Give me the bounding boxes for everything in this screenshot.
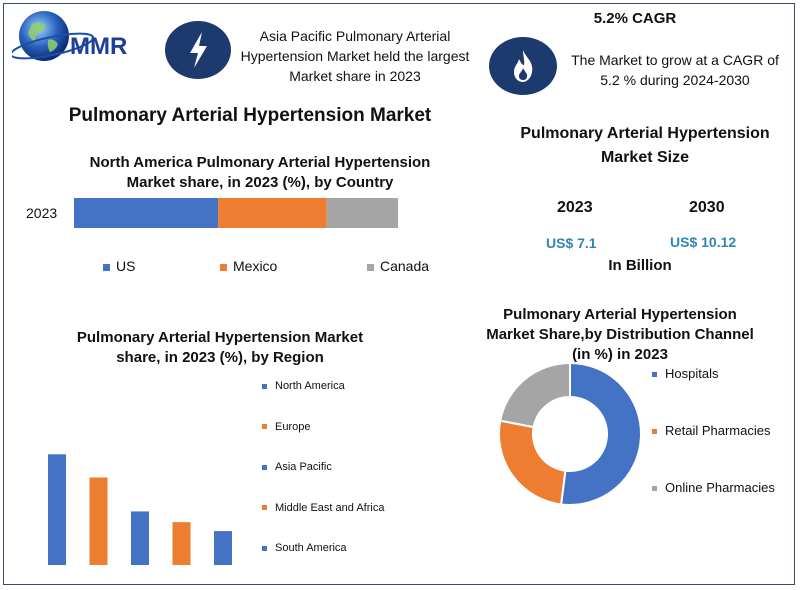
stack-category-label: 2023 [26,205,58,221]
donut-slice-hospitals [559,361,642,506]
legend-swatch [652,429,657,435]
flame-icon [488,36,558,96]
stack-segment-us [74,198,219,228]
unit-label: In Billion [608,257,672,274]
region-chart-title: Pulmonary Arterial Hypertension Market s… [76,329,364,366]
legend-label: South America [275,542,347,554]
legend-label: Mexico [233,258,278,274]
distribution-legend-item: Retail Pharmacies [652,423,771,438]
region-bar-north-america [48,454,66,565]
legend-label: Retail Pharmacies [665,423,771,438]
legend-swatch [652,486,657,492]
legend-label: US [116,258,136,274]
legend-us: US [103,258,135,274]
legend-swatch [367,263,374,271]
region-bar-middle-east-and-africa [172,522,191,565]
mmr-logo: MMR [9,6,162,68]
stack-segment-mexico [218,198,327,228]
region-legend-item: Middle East and Africa [262,502,384,514]
legend-swatch [220,263,227,271]
main-title: Pulmonary Arterial Hypertension Market [68,105,432,126]
region-bar-chart [48,454,232,565]
legend-swatch [262,383,267,389]
year-2030: 2030 [689,199,725,216]
distribution-donut-chart [498,361,642,506]
legend-label: Europe [275,420,311,433]
globe-icon [19,11,69,61]
highlight-text: Asia Pacific Pulmonary Arterial Hyperten… [240,28,470,84]
legend-label: Online Pharmacies [665,480,775,495]
region-legend-item: North America [262,380,345,392]
region-bar-south-america [214,531,232,565]
region-bar-asia-pacific [131,511,149,565]
legend-label: Canada [380,258,430,274]
legend-swatch [103,263,110,271]
legend-canada: Canada [367,258,429,274]
legend-label: Middle East and Africa [275,501,385,514]
legend-swatch [262,505,267,511]
cagr-title: 5.2% CAGR [593,10,677,27]
country-stacked-bar-chart [74,198,398,228]
stack-segment-canada [326,198,398,228]
region-legend-item: Europe [262,421,310,433]
legend-swatch [652,372,657,378]
value-2023: US$ 7.1 [546,235,597,251]
year-2023: 2023 [557,199,593,216]
cagr-text: The Market to grow at a CAGR of 5.2 % du… [571,52,779,88]
donut-slice-retail-pharmacies [498,419,567,506]
legend-label: Hospitals [665,366,719,381]
logo-text: MMR [70,33,127,60]
donut-slice-online-pharmacies [499,361,571,429]
region-legend-item: Asia Pacific [262,461,332,473]
legend-label: Asia Pacific [275,461,332,473]
region-bar-europe [89,477,108,565]
legend-swatch [262,464,267,470]
lightning-bolt-icon [164,20,232,80]
legend-swatch [262,545,267,551]
legend-label: North America [275,380,345,392]
value-2030: US$ 10.12 [670,234,737,250]
distribution-chart-title: Pulmonary Arterial Hypertension Market S… [486,306,754,363]
market-size-title: Pulmonary Arterial Hypertension Market S… [520,125,770,166]
distribution-legend-item: Hospitals [652,366,718,381]
distribution-legend-item: Online Pharmacies [652,480,775,495]
legend-swatch [262,424,267,430]
region-legend-item: South America [262,542,347,554]
country-chart-title: North America Pulmonary Arterial Hyperte… [89,154,431,191]
infographic-frame [3,3,795,585]
legend-mexico: Mexico [220,258,277,274]
